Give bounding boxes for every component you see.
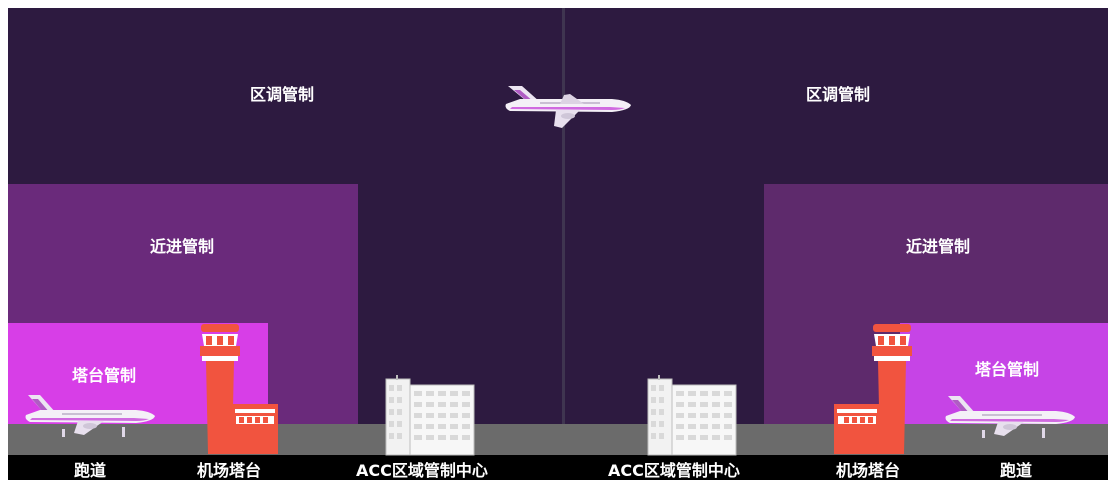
left-approach-label: 近进管制 [150,237,215,256]
control-tower-icon [834,324,912,454]
control-tower-icon [200,324,278,454]
footer-label-runway-right: 跑道 [1000,461,1033,480]
left-tower-label: 塔台管制 [72,366,137,385]
footer-label-acc-left: ACC区域管制中心 [356,461,488,480]
left-acc-label: 区调管制 [250,85,315,104]
footer-label-tower-left: 机场塔台 [197,461,262,480]
right-acc-label: 区调管制 [806,85,871,104]
runway-ground [8,424,1108,455]
footer-label-runway-left: 跑道 [74,461,107,480]
footer-bar [8,455,1108,480]
airplane-icon [945,396,1075,438]
airplane-icon [25,395,155,437]
right-approach-label: 近进管制 [906,237,971,256]
office-building-icon [385,375,475,456]
right-tower-zone [900,323,1108,424]
footer-label-tower-right: 机场塔台 [836,461,901,480]
footer-label-acc-right: ACC区域管制中心 [608,461,740,480]
right-tower-label: 塔台管制 [975,360,1040,379]
airplane-icon [505,86,631,128]
office-building-icon [647,375,737,456]
center-divider [562,8,565,455]
